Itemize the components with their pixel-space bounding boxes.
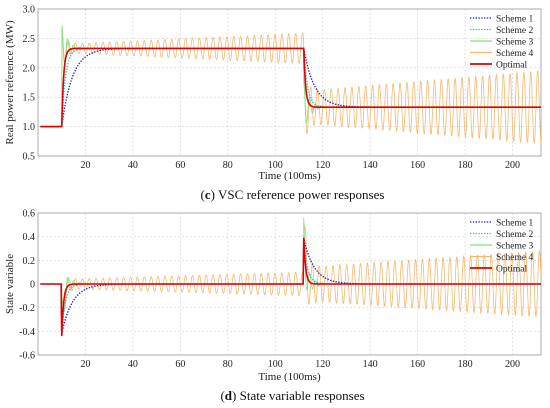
x-tick-label: 60 [175,359,185,370]
series-line-scheme-4 [40,26,541,144]
y-tick-label: -0.6 [19,351,35,362]
x-tick-label: 100 [268,160,283,171]
chart-panel-c: 20 40 60 80 100 120 140 160 180 200 0.5 1.0 1.5 2.0 2.… [4,5,542,202]
y-tick-label: 2.5 [23,34,36,45]
legend-label: Scheme 4 [496,49,533,59]
legend-label: Scheme 2 [496,26,533,36]
x-tick-label: 80 [223,359,233,370]
x-axis-label: Time (100ms) [258,371,321,383]
y-axis-label: Real power reference (MW) [4,20,16,145]
y-axis-label: State variable [4,254,16,314]
y-tick-label: -0.2 [19,303,35,314]
x-tick-label: 200 [505,160,520,171]
series-line-optimal [40,47,541,128]
y-tick-label: 1.5 [23,93,36,104]
legend-label: Scheme 2 [496,230,533,240]
legend-label: Scheme 3 [496,241,533,251]
tick-labels: 20 40 60 80 100 120 140 160 180 200 -0.6 -0.4 -0.2 0 0… [19,209,520,371]
series-group [40,25,541,144]
x-tick-label: 200 [505,359,520,370]
series-line-scheme-3 [40,25,541,127]
x-tick-label: 100 [268,359,283,370]
plot-frame [37,8,542,157]
x-tick-label: 120 [315,160,330,171]
x-tick-label: 20 [80,359,90,370]
x-axis-label: Time (100ms) [258,170,321,182]
legend-label: Scheme 1 [496,218,533,228]
series-line-scheme-2 [40,47,541,128]
x-tick-label: 140 [363,160,378,171]
figure-caption: (c) VSC reference power responses [201,187,385,202]
chart-panel-d: 20 40 60 80 100 120 140 160 180 200 -0.6 -0.4 -0.2 0 0… [4,209,542,403]
x-tick-label: 80 [223,160,233,171]
y-tick-label: -0.4 [19,327,35,338]
y-tick-label: 0.5 [23,152,36,163]
series-line-optimal [40,237,541,337]
x-tick-label: 60 [175,160,185,171]
y-tick-label: 1.0 [23,122,36,133]
x-tick-label: 160 [410,160,425,171]
legend-label: Scheme 4 [496,253,533,263]
y-tick-label: 0.4 [23,232,36,243]
figure-caption: (d) State variable responses [220,388,364,403]
x-tick-label: 120 [315,359,330,370]
x-tick-label: 40 [128,359,138,370]
legend-label: Optimal [496,60,527,70]
x-tick-label: 20 [80,160,90,171]
tick-labels: 20 40 60 80 100 120 140 160 180 200 0.5 1.0 1.5 2.0 2.… [23,5,521,172]
x-tick-label: 180 [458,359,473,370]
series-line-scheme-4 [40,225,541,318]
y-tick-label: 0.2 [23,256,36,267]
y-tick-label: 0 [30,280,35,291]
y-tick-label: 2.0 [23,63,36,74]
gridlines [38,8,541,157]
x-tick-label: 40 [128,160,138,171]
series-group [40,217,541,337]
x-tick-label: 140 [363,359,378,370]
y-tick-label: 3.0 [23,5,36,16]
x-tick-label: 160 [410,359,425,370]
x-tick-label: 180 [458,160,473,171]
legend-label: Optimal [496,264,527,274]
legend-label: Scheme 1 [496,14,533,24]
series-line-scheme-1 [40,47,541,128]
y-tick-label: 0.6 [23,209,36,220]
legend-label: Scheme 3 [496,37,533,47]
